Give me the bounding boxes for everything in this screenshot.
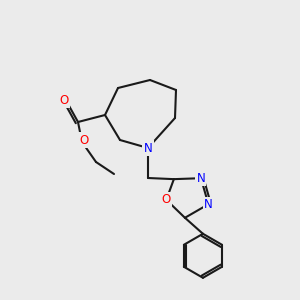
Text: O: O	[59, 94, 69, 106]
Text: O: O	[162, 193, 171, 206]
Text: N: N	[144, 142, 152, 154]
Text: N: N	[204, 198, 213, 211]
Text: O: O	[80, 134, 88, 146]
Text: N: N	[196, 172, 205, 185]
